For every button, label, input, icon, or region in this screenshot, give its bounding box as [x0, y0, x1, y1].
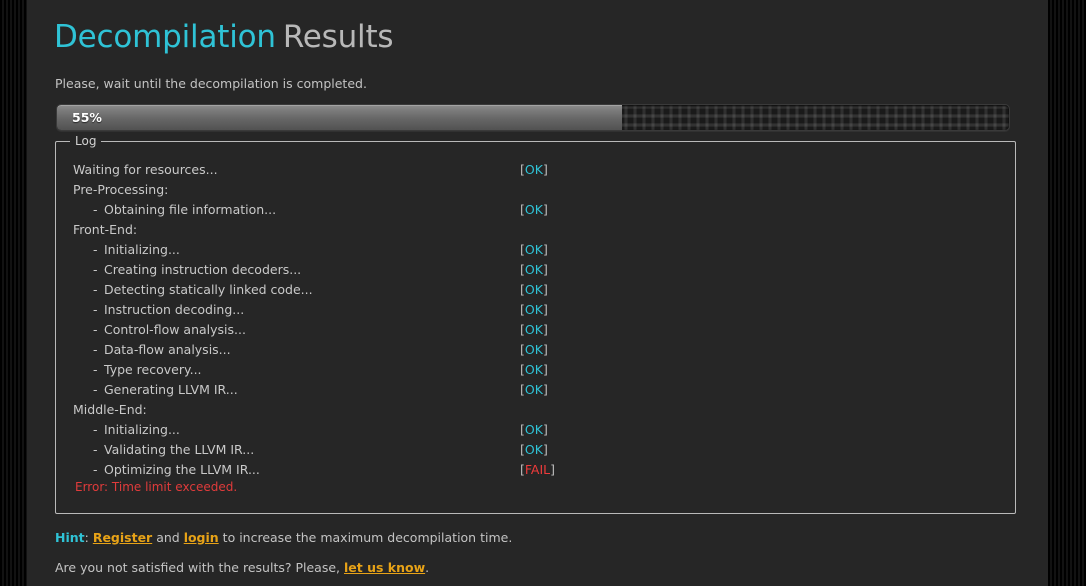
log-row-status: [OK] — [520, 202, 548, 217]
hint-label: Hint — [55, 530, 85, 545]
log-row-status: [OK] — [520, 262, 548, 277]
page-title: Decompilation Results — [54, 19, 394, 55]
status-message: Please, wait until the decompilation is … — [55, 76, 367, 91]
status-ok-badge: OK — [524, 422, 543, 437]
log-row-text: Front-End: — [73, 222, 138, 237]
log-row-status: [OK] — [520, 302, 548, 317]
log-row: - Initializing... [OK] — [56, 420, 1015, 440]
log-row: - Obtaining file information... [OK] — [56, 200, 1015, 220]
log-row-bullet: - — [93, 382, 98, 397]
log-row-text: Detecting statically linked code... — [104, 282, 313, 297]
status-ok-badge: OK — [524, 262, 543, 277]
log-row-status: [FAIL] — [520, 462, 556, 477]
log-row-bullet: - — [93, 302, 98, 317]
log-row-text: Control-flow analysis... — [104, 322, 246, 337]
log-row-status: [OK] — [520, 382, 548, 397]
log-row-bullet: - — [93, 262, 98, 277]
log-row: - Generating LLVM IR... [OK] — [56, 380, 1015, 400]
log-row-text: Generating LLVM IR... — [104, 382, 238, 397]
log-row-text: Pre-Processing: — [73, 182, 169, 197]
log-row-text: Data-flow analysis... — [104, 342, 231, 357]
log-row: - Validating the LLVM IR... [OK] — [56, 440, 1015, 460]
log-row-text: Initializing... — [104, 422, 180, 437]
log-row: - Creating instruction decoders... [OK] — [56, 260, 1015, 280]
hint-line: Hint: Register and login to increase the… — [55, 530, 512, 545]
log-row-text: Creating instruction decoders... — [104, 262, 302, 277]
log-row-status: [OK] — [520, 442, 548, 457]
log-row-text: Obtaining file information... — [104, 202, 277, 217]
status-ok-badge: OK — [524, 362, 543, 377]
hint-tail: to increase the maximum decompilation ti… — [218, 530, 513, 545]
log-row-bullet: - — [93, 202, 98, 217]
log-row: - Data-flow analysis... [OK] — [56, 340, 1015, 360]
log-row-bullet: - — [93, 462, 98, 477]
log-row-status: [OK] — [520, 322, 548, 337]
log-row: Middle-End: — [56, 400, 1015, 420]
register-link[interactable]: Register — [92, 530, 153, 545]
progress-percent-label: 55% — [72, 110, 102, 125]
log-row: - Control-flow analysis... [OK] — [56, 320, 1015, 340]
log-row: - Optimizing the LLVM IR... [FAIL] — [56, 460, 1015, 480]
log-panel-legend: Log — [70, 134, 102, 148]
log-row-bullet: - — [93, 442, 98, 457]
status-ok-badge: OK — [524, 302, 543, 317]
log-row-status: [OK] — [520, 342, 548, 357]
log-row-text: Middle-End: — [73, 402, 147, 417]
log-row: Waiting for resources... [OK] — [56, 160, 1015, 180]
hint-and: and — [152, 530, 184, 545]
log-row: Pre-Processing: — [56, 180, 1015, 200]
log-row-status: [OK] — [520, 282, 548, 297]
feedback-line: Are you not satisfied with the results? … — [55, 560, 429, 575]
log-row-text: Validating the LLVM IR... — [104, 442, 255, 457]
log-row-text: Optimizing the LLVM IR... — [104, 462, 260, 477]
status-ok-badge: OK — [524, 162, 543, 177]
content-panel: Decompilation Results Please, wait until … — [27, 0, 1048, 586]
log-row-status: [OK] — [520, 162, 548, 177]
status-ok-badge: OK — [524, 282, 543, 297]
feedback-tail: . — [425, 560, 430, 575]
log-row-text: Type recovery... — [104, 362, 202, 377]
page-title-accent: Decompilation — [54, 19, 276, 55]
let-us-know-link[interactable]: let us know — [343, 560, 426, 575]
status-ok-badge: OK — [524, 442, 543, 457]
log-row-status: [OK] — [520, 362, 548, 377]
log-row-bullet: - — [93, 282, 98, 297]
status-ok-badge: OK — [524, 322, 543, 337]
status-ok-badge: OK — [524, 342, 543, 357]
log-row-text: Initializing... — [104, 242, 180, 257]
log-list: Waiting for resources... [OK] Pre-Processi… — [56, 160, 1015, 480]
log-row: - Initializing... [OK] — [56, 240, 1015, 260]
log-row-text: Waiting for resources... — [73, 162, 218, 177]
hint-colon: : — [84, 530, 93, 545]
log-row-status: [OK] — [520, 422, 548, 437]
log-row: - Detecting statically linked code... [OK] — [56, 280, 1015, 300]
log-row-status: [OK] — [520, 242, 548, 257]
progress-bar-fill: 55% — [57, 105, 622, 130]
status-ok-badge: OK — [524, 242, 543, 257]
status-fail-badge: FAIL — [524, 462, 551, 477]
log-row: - Type recovery... [OK] — [56, 360, 1015, 380]
login-link[interactable]: login — [183, 530, 219, 545]
log-row-bullet: - — [93, 322, 98, 337]
log-row-bullet: - — [93, 242, 98, 257]
log-panel: Log Waiting for resources... [OK] Pre-Proc… — [55, 134, 1016, 514]
log-row-bullet: - — [93, 342, 98, 357]
log-row-text: Instruction decoding... — [104, 302, 245, 317]
log-row-bullet: - — [93, 362, 98, 377]
log-error-message: Error: Time limit exceeded. — [75, 480, 238, 494]
status-ok-badge: OK — [524, 382, 543, 397]
status-ok-badge: OK — [524, 202, 543, 217]
log-row: Front-End: — [56, 220, 1015, 240]
log-row: - Instruction decoding... [OK] — [56, 300, 1015, 320]
log-row-bullet: - — [93, 422, 98, 437]
page-title-rest: Results — [282, 19, 394, 55]
decompilation-progress-bar: 55% — [56, 104, 1010, 131]
feedback-lead: Are you not satisfied with the results? … — [55, 560, 344, 575]
